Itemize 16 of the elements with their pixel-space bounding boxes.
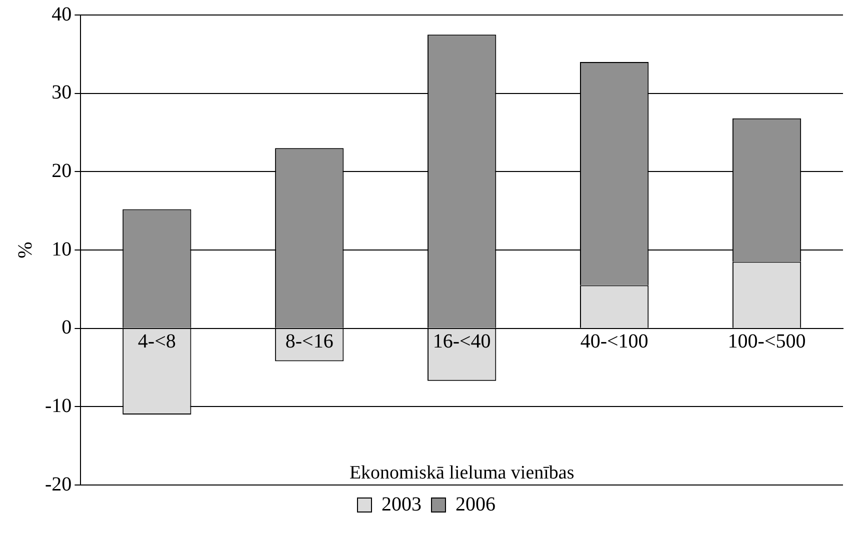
x-tick-label: 4-<8 <box>138 330 176 353</box>
y-tick-label: -20 <box>44 473 72 496</box>
y-tick-label: 0 <box>62 316 72 339</box>
legend-label: 2003 <box>382 493 422 516</box>
y-tick-label: 10 <box>52 238 72 260</box>
x-axis-title: Ekonomiskā lieluma vienības <box>349 462 574 484</box>
x-tick-label: 16-<40 <box>432 330 491 353</box>
x-tick-label: 40-<100 <box>580 330 648 353</box>
x-tick-label: 8-<16 <box>285 330 334 353</box>
y-tick-label: -10 <box>44 394 72 417</box>
legend-label: 2006 <box>456 493 496 516</box>
y-tick-label: 30 <box>52 82 72 104</box>
y-tick-label: 40 <box>52 3 72 26</box>
y-axis-title: % <box>14 242 36 258</box>
x-tick-label: 100-<500 <box>728 330 806 353</box>
y-tick-label: 20 <box>52 160 72 182</box>
